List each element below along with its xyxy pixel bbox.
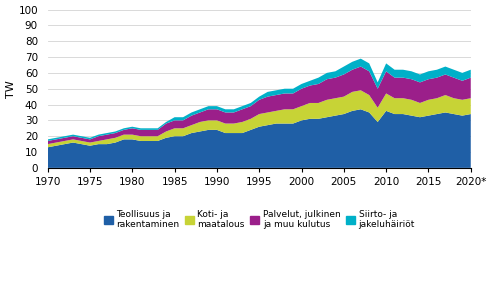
Y-axis label: TW: TW — [5, 80, 16, 98]
Legend: Teollisuus ja
rakentaminen, Koti- ja
maatalous, Palvelut, julkinen
ja muu kulutu: Teollisuus ja rakentaminen, Koti- ja maa… — [100, 206, 419, 233]
